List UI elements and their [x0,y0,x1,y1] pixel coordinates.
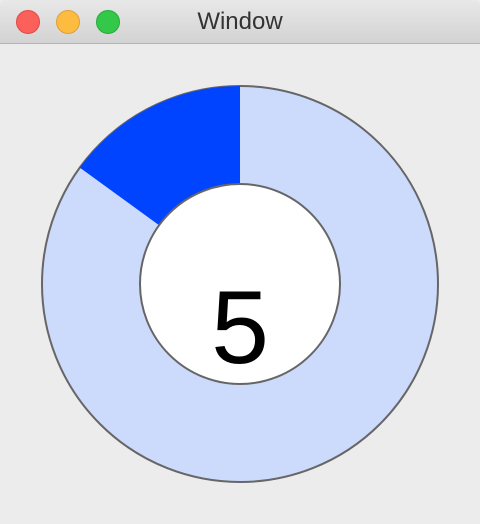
progress-ring [41,85,439,483]
minimize-button[interactable] [56,10,80,34]
close-button[interactable] [16,10,40,34]
window-content: 5 [0,44,480,524]
ring-filled-segment [79,86,240,226]
progress-value: 5 [211,270,269,386]
title-bar[interactable]: Window [0,0,480,44]
ring-center [139,183,341,385]
zoom-button[interactable] [96,10,120,34]
window-title: Window [197,8,283,35]
